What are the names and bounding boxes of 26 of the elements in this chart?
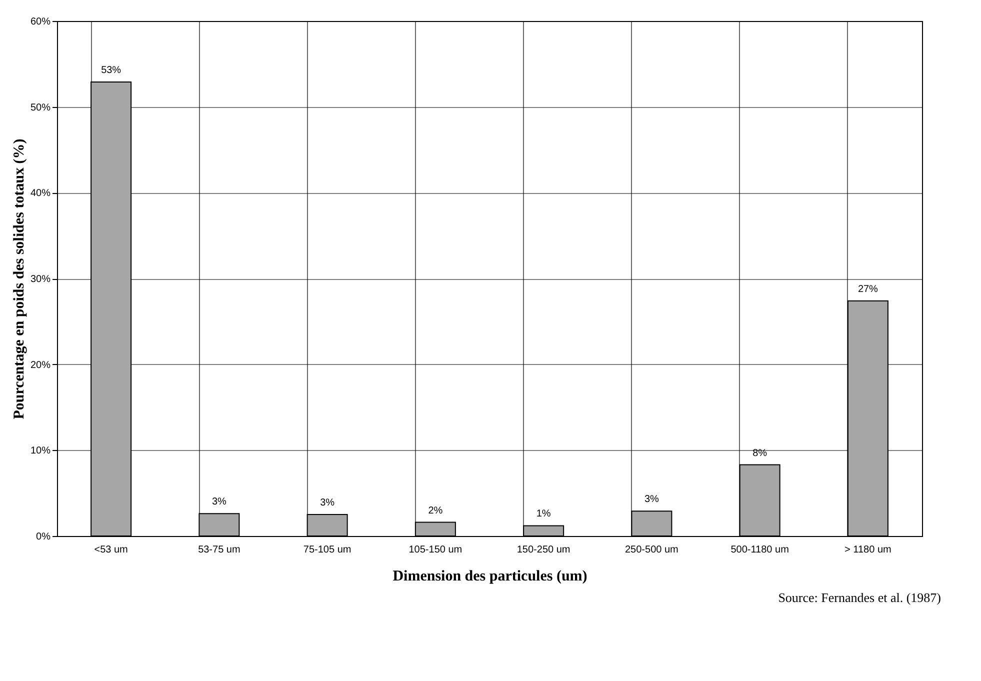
x-tick-label: 250-500 um	[625, 544, 678, 556]
data-label: 53%	[101, 64, 122, 76]
data-label: 27%	[858, 284, 878, 295]
y-tick-label: 10%	[30, 446, 51, 457]
x-tick-label: 53-75 um	[198, 544, 240, 556]
data-label: 3%	[320, 498, 335, 509]
y-tick-label: 30%	[30, 274, 51, 285]
x-tick-label: <53 um	[94, 544, 128, 556]
x-axis-title: Dimension des particules (um)	[392, 568, 588, 584]
x-tick-label: 75-105 um	[303, 544, 352, 556]
x-tick-label: 500-1180 um	[730, 544, 789, 556]
data-label: 3%	[212, 496, 227, 508]
source-note: Source: Fernandes et al. (1987)	[778, 590, 941, 606]
y-tick-label: 60%	[30, 16, 51, 28]
y-tick-label: 50%	[30, 102, 51, 114]
y-tick-label: 40%	[30, 188, 51, 200]
data-label: 8%	[752, 448, 768, 459]
y-tick-label: 0%	[36, 532, 51, 542]
x-tick-label: 105-150 um	[408, 544, 462, 556]
x-tick-label: 150-250 um	[516, 544, 570, 556]
y-tick-label: 20%	[30, 360, 51, 371]
data-label: 3%	[644, 494, 660, 506]
data-label: 2%	[428, 505, 443, 516]
data-label: 1%	[536, 508, 551, 520]
y-axis-title: Pourcentage en poids des solides totaux (%)	[11, 138, 28, 420]
x-tick-label: > 1180 um	[844, 544, 892, 556]
